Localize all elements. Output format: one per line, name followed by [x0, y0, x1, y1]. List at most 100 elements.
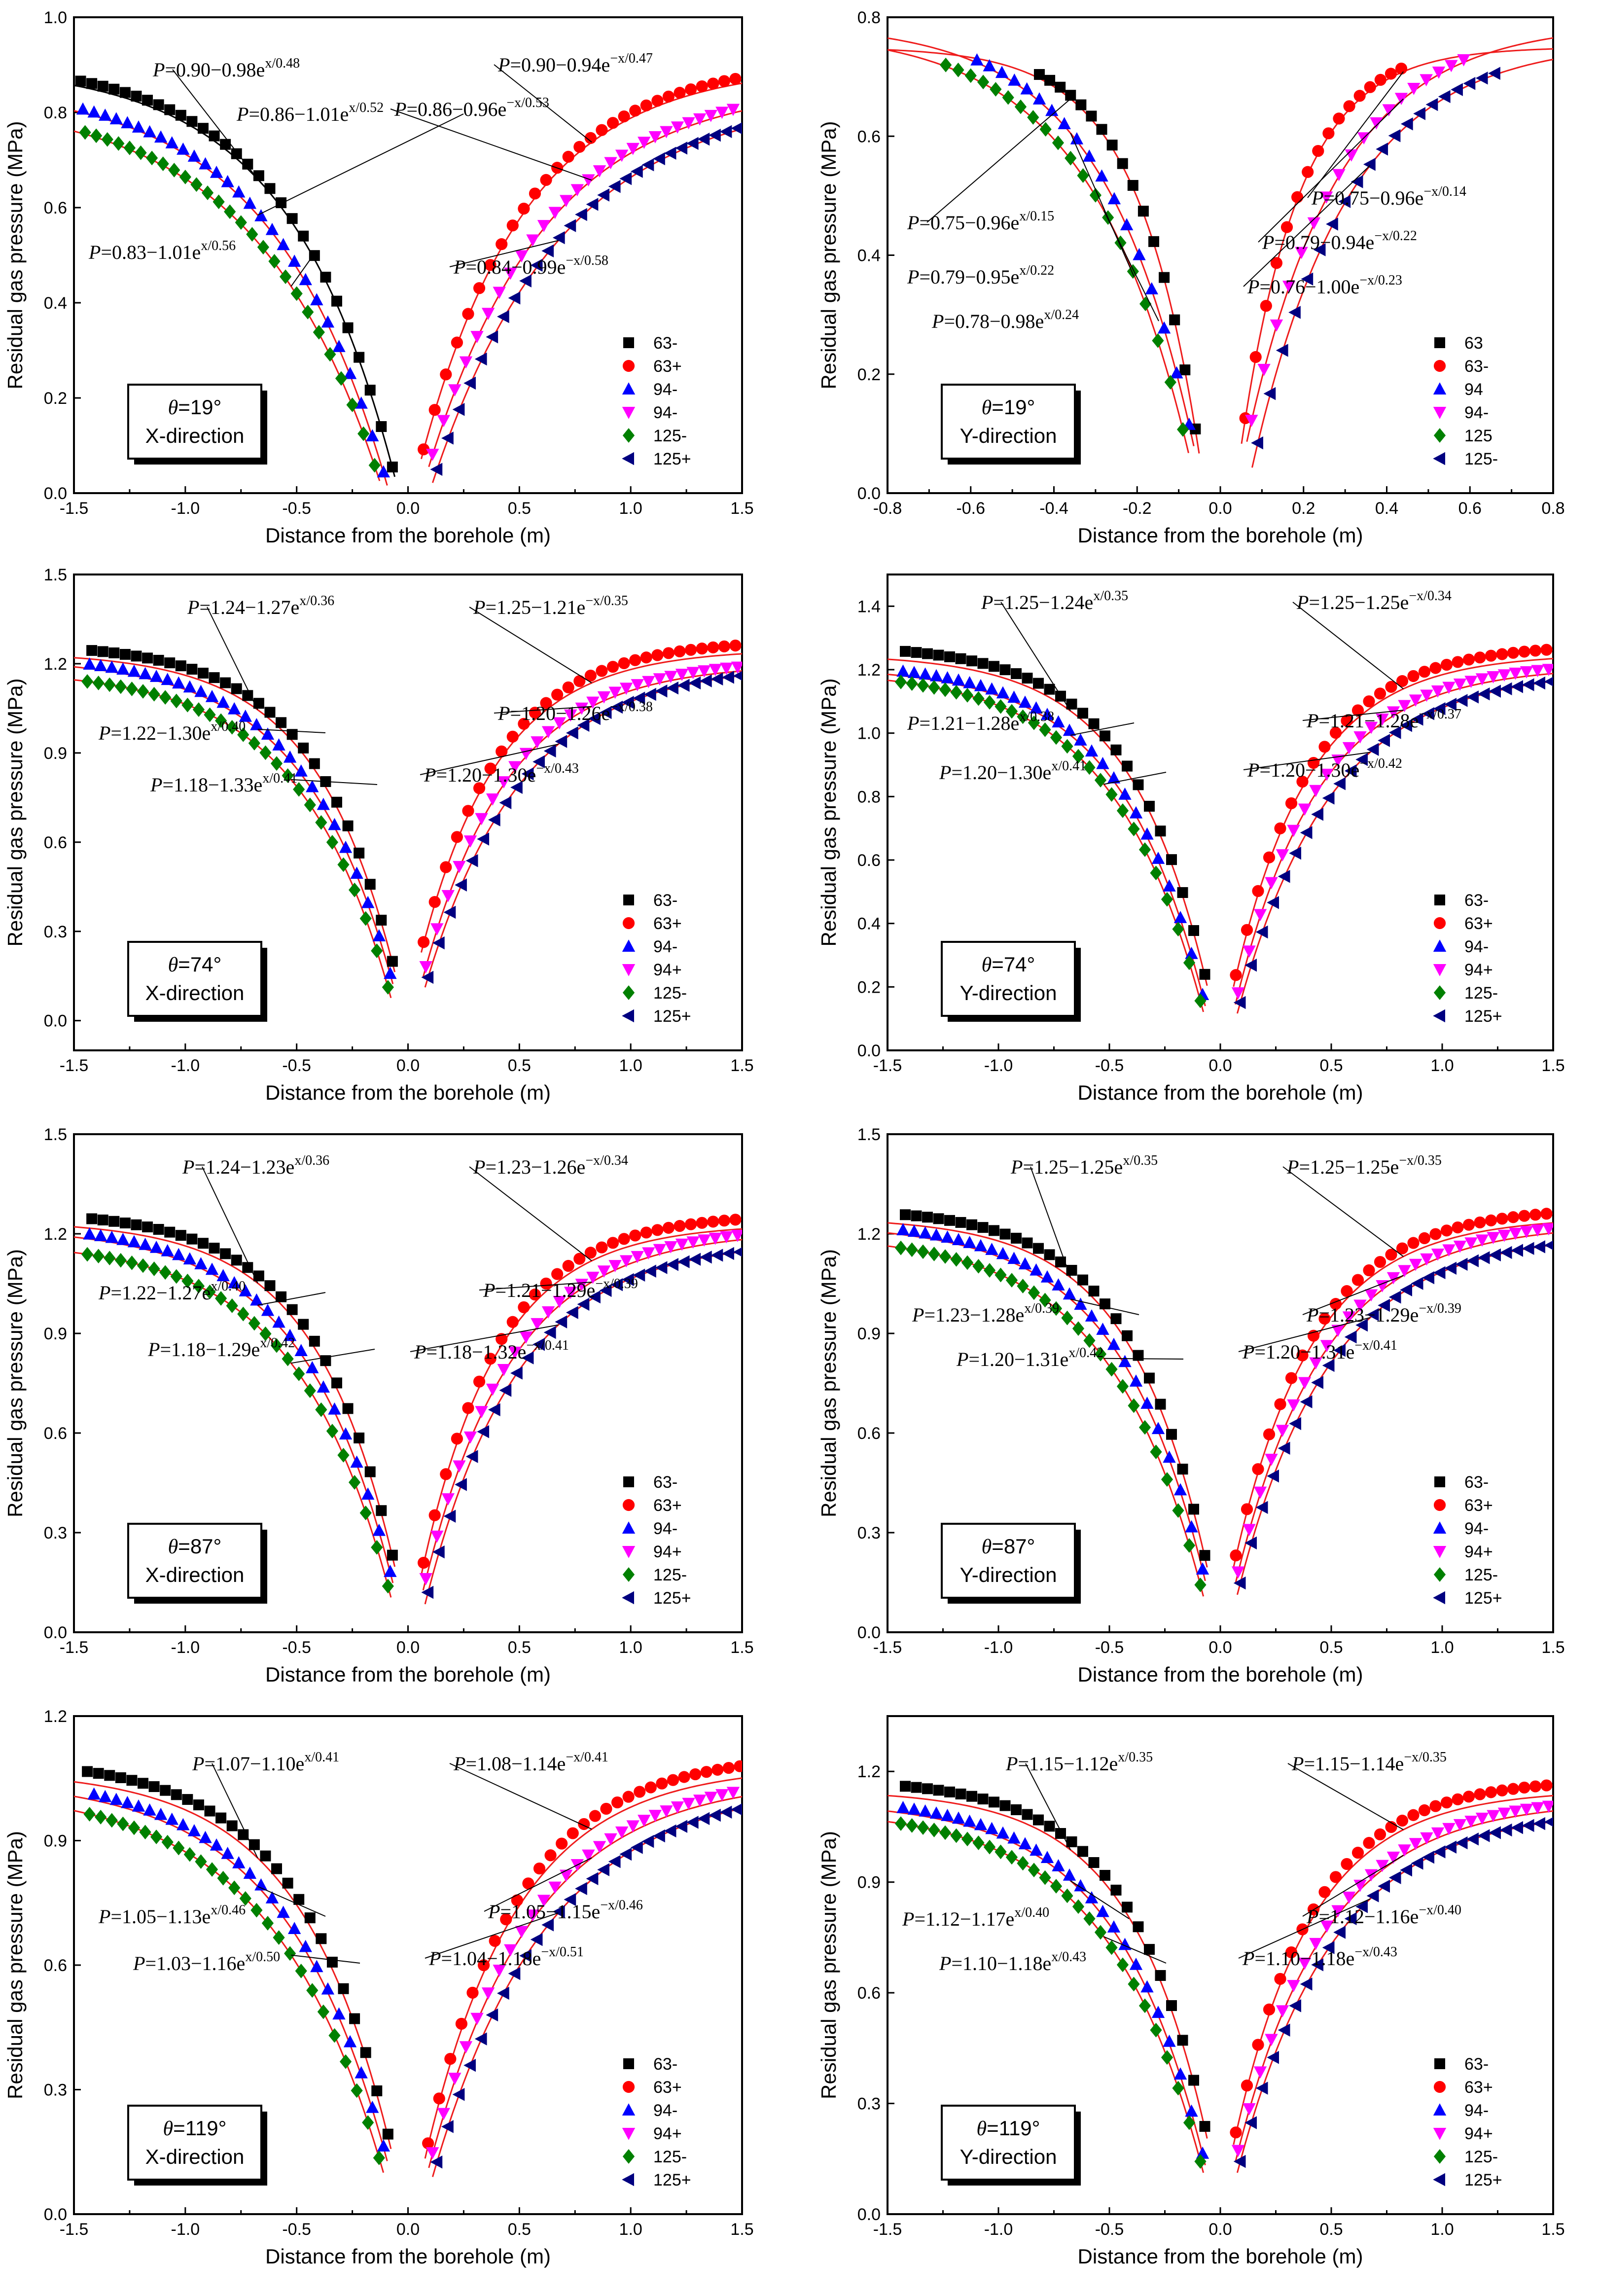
data-point [284, 1946, 296, 1961]
data-point [940, 57, 952, 72]
data-point [112, 136, 125, 151]
data-point [506, 1316, 519, 1328]
fit-equation: P=0.79−0.94e−x/0.22 [1262, 228, 1417, 253]
fit-curve-125- [1251, 59, 1553, 468]
data-point [205, 689, 219, 702]
data-point [711, 672, 723, 686]
data-point [1542, 1800, 1553, 1813]
data-point [148, 1781, 160, 1793]
equation-leader [257, 113, 464, 216]
data-point [553, 1295, 566, 1308]
data-point [720, 662, 733, 675]
data-point [1185, 1520, 1198, 1533]
data-point [131, 650, 142, 662]
data-point [473, 782, 486, 794]
data-point [1433, 702, 1446, 716]
equation-leader [449, 1763, 592, 1830]
data-point [544, 1849, 557, 1862]
data-point [239, 1284, 252, 1296]
data-point [459, 356, 473, 369]
data-point [419, 961, 432, 973]
data-point [1166, 2000, 1177, 2011]
data-point [90, 128, 103, 144]
data-point [1083, 149, 1096, 162]
x-tick-label: 1.5 [730, 1638, 753, 1657]
x-tick-label: 1.0 [619, 1638, 642, 1657]
equation-leader [257, 1886, 326, 1917]
data-point [522, 1877, 534, 1890]
data-point [686, 667, 700, 680]
data-point [629, 1229, 641, 1242]
data-point [339, 840, 353, 853]
data-point [359, 1506, 372, 1520]
data-point [564, 709, 577, 722]
y-tick-label: 0.4 [857, 915, 881, 933]
data-point [154, 1807, 168, 1820]
data-point [584, 670, 597, 682]
y-tick-label: 0.0 [44, 484, 67, 503]
legend-label: 125- [653, 427, 687, 445]
data-point [366, 429, 379, 442]
data-point [1444, 698, 1457, 711]
x-tick-label: 0.5 [508, 1638, 531, 1657]
data-point [966, 1219, 977, 1230]
data-point [963, 1814, 976, 1827]
equation-leader [1307, 71, 1404, 198]
data-point [1055, 81, 1066, 93]
legend-marker [622, 2173, 634, 2187]
data-point [1475, 72, 1488, 85]
data-point [1320, 768, 1334, 781]
data-point [704, 109, 717, 122]
data-point [231, 1255, 242, 1266]
data-point [1039, 722, 1051, 737]
data-point [1462, 1219, 1475, 1231]
legend: 63-63+94-94+125-125+ [622, 1473, 691, 1608]
data-point [1052, 1278, 1065, 1291]
data-point [500, 1913, 512, 1926]
x-axis-title: Distance from the borehole (m) [1078, 524, 1363, 547]
data-point [1077, 708, 1088, 719]
data-point [1422, 1271, 1434, 1285]
data-point [1298, 1957, 1312, 1970]
series-125- [83, 1807, 385, 2165]
data-point [1407, 1237, 1420, 1249]
data-point [164, 104, 176, 115]
data-point [299, 1939, 312, 1952]
data-point [1322, 1359, 1335, 1372]
data-point [276, 717, 287, 728]
fit-curve-63+ [1233, 1794, 1553, 2145]
data-point [1074, 1879, 1087, 1892]
data-point [1077, 1846, 1088, 1857]
data-point [1007, 690, 1021, 703]
data-point [326, 835, 339, 850]
legend-marker [622, 2103, 636, 2116]
data-point [582, 174, 595, 187]
data-point [270, 756, 283, 771]
equation-leader [494, 64, 592, 143]
data-point [283, 1328, 297, 1341]
data-point [540, 174, 552, 186]
data-point [287, 254, 301, 267]
data-point [900, 1209, 911, 1220]
data-point [242, 690, 253, 701]
legend-label: 94 [1464, 380, 1483, 399]
series-63+ [1230, 644, 1553, 981]
data-point [283, 750, 297, 763]
data-point [584, 1247, 597, 1259]
data-point [1363, 158, 1376, 171]
data-point [1345, 149, 1358, 162]
data-point [1531, 1802, 1544, 1815]
data-point [92, 676, 105, 690]
y-axis-title: Residual gas pressure (MPa) [817, 679, 840, 947]
data-point [306, 1361, 319, 1373]
data-point [1351, 704, 1364, 717]
data-point [1522, 1819, 1534, 1832]
data-point [1489, 1248, 1501, 1262]
data-point [1485, 1786, 1497, 1798]
legend-marker [622, 1591, 634, 1605]
fit-curve-63- [74, 1226, 396, 1567]
y-tick-label: 0.2 [44, 389, 67, 408]
x-tick-label: -1.5 [60, 1056, 89, 1075]
data-point [1518, 646, 1530, 658]
data-point [1407, 670, 1420, 682]
